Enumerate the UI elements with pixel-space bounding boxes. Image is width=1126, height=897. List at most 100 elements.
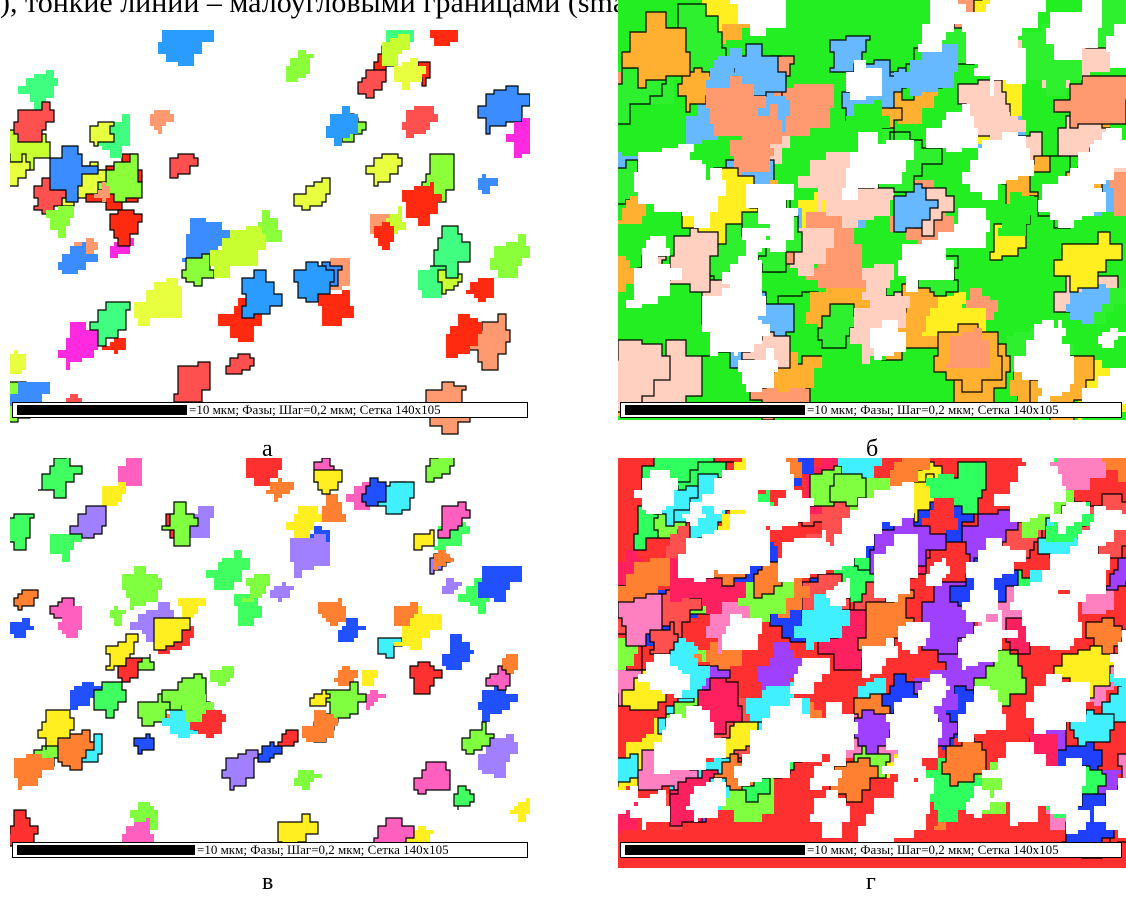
grain	[402, 106, 438, 138]
grain	[182, 694, 214, 722]
grain	[49, 145, 99, 203]
grain	[130, 602, 174, 642]
second-phase-region	[1062, 798, 1082, 822]
second-phase-region	[978, 702, 1002, 722]
grain	[102, 334, 126, 354]
grain	[1050, 458, 1106, 490]
grain	[38, 458, 83, 499]
scale-bar-b: =10 мкм; Фазы; Шаг=0,2 мкм; Сетка 140x10…	[620, 402, 1122, 418]
scale-bar-d: =10 мкм; Фазы; Шаг=0,2 мкм; Сетка 140x10…	[620, 842, 1122, 858]
grain	[413, 761, 451, 795]
grain	[58, 322, 98, 370]
second-phase-region	[626, 252, 682, 308]
second-phase-region	[1110, 630, 1126, 678]
grain	[706, 76, 766, 136]
grain	[941, 737, 987, 787]
panel-caption-c: в	[262, 869, 274, 895]
second-phase-region	[1046, 0, 1102, 60]
second-phase-region	[810, 790, 850, 838]
scale-label-c: =10 мкм; Фазы; Шаг=0,2 мкм; Сетка 140x10…	[197, 842, 449, 857]
second-phase-region	[750, 698, 810, 758]
grain	[318, 290, 354, 326]
grain	[413, 529, 435, 551]
second-phase-region	[746, 184, 794, 224]
grain	[485, 665, 511, 691]
grain	[102, 482, 126, 506]
panel-caption-d: г	[866, 869, 876, 895]
grain	[257, 741, 283, 763]
grain	[242, 574, 274, 602]
second-phase-region	[762, 208, 798, 252]
grain	[57, 729, 95, 771]
grain	[478, 174, 498, 198]
second-phase-region	[770, 718, 822, 778]
grain	[46, 206, 74, 238]
second-phase-region	[794, 530, 830, 570]
second-phase-region	[686, 786, 722, 822]
grain	[325, 681, 367, 723]
grain	[365, 153, 403, 187]
grain	[158, 30, 214, 66]
second-phase-region	[846, 60, 886, 100]
second-phase-region	[1042, 546, 1110, 602]
grain	[394, 58, 426, 90]
grain	[478, 566, 522, 602]
grain	[10, 350, 26, 374]
second-phase-region	[1070, 176, 1106, 220]
grain	[18, 70, 58, 110]
grain	[266, 478, 294, 502]
grain	[794, 594, 850, 650]
second-phase-region	[1010, 582, 1058, 626]
second-phase-region	[738, 348, 778, 392]
grain	[290, 534, 330, 578]
second-phase-region	[926, 558, 950, 586]
second-phase-region	[966, 786, 994, 818]
grain	[309, 689, 331, 707]
scale-bar-black-d	[625, 845, 805, 855]
grain	[338, 618, 366, 642]
grain	[1105, 557, 1126, 591]
grain	[241, 269, 283, 319]
second-phase-region	[682, 502, 706, 526]
ebsd-map-b: =10 мкм; Фазы; Шаг=0,2 мкм; Сетка 140x10…	[618, 0, 1126, 420]
second-phase-region	[702, 470, 758, 514]
grain	[362, 670, 378, 686]
grain	[649, 621, 679, 655]
grain	[246, 458, 282, 486]
grain	[58, 606, 82, 638]
grain	[178, 598, 206, 618]
grain	[225, 353, 255, 375]
grain	[326, 106, 358, 146]
grain	[434, 550, 454, 570]
ebsd-map-d: =10 мкм; Фазы; Шаг=0,2 мкм; Сетка 140x10…	[618, 458, 1126, 868]
grain	[50, 530, 82, 562]
second-phase-region	[694, 546, 726, 582]
second-phase-region	[634, 470, 678, 514]
second-phase-region	[962, 610, 1018, 662]
grain	[510, 798, 530, 822]
grain	[122, 566, 162, 610]
grain	[94, 182, 110, 202]
second-phase-region	[1106, 20, 1126, 68]
grain	[478, 678, 518, 722]
second-phase-region	[702, 284, 766, 356]
second-phase-region	[982, 742, 1046, 790]
grain	[425, 458, 455, 483]
grain	[318, 598, 346, 626]
grain	[366, 686, 386, 710]
grain	[430, 225, 471, 279]
grain	[69, 505, 107, 539]
grain	[210, 666, 234, 694]
grain	[926, 474, 958, 498]
grain	[286, 50, 314, 82]
panel-caption-b: б	[866, 436, 879, 462]
second-phase-region	[638, 654, 678, 690]
grain	[361, 477, 387, 507]
grain	[70, 682, 102, 710]
grain	[302, 710, 338, 742]
grain	[13, 101, 55, 143]
grain	[478, 734, 518, 778]
grain	[706, 48, 742, 88]
second-phase-region	[618, 786, 638, 818]
grain	[893, 183, 939, 233]
